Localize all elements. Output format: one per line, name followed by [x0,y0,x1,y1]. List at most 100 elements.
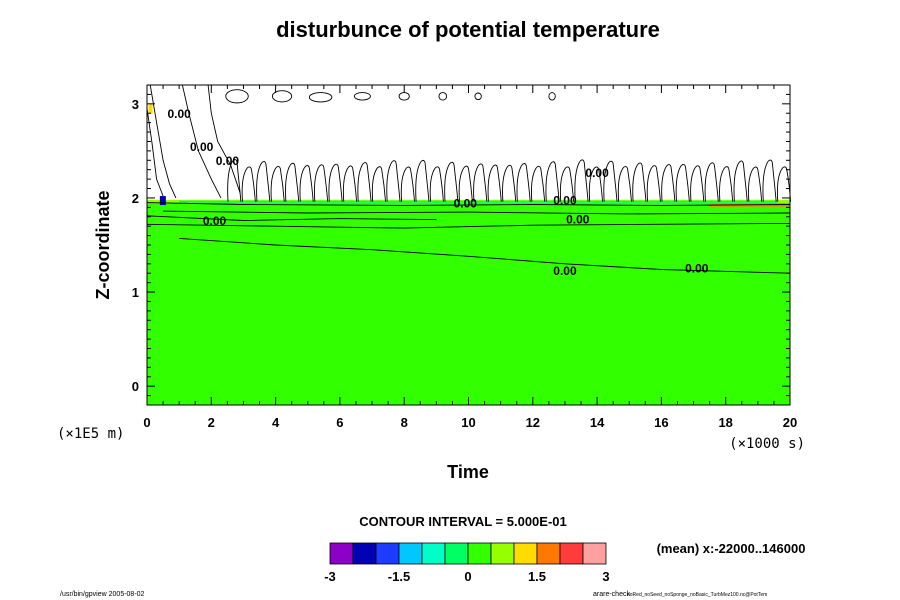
contour-lobe [241,166,256,202]
x-tick-label: 2 [208,415,215,430]
x-tick-label: 12 [526,415,540,430]
contour-label: 0.00 [454,196,478,210]
contour-label: 0.00 [566,212,590,226]
contour-lobe [574,159,589,202]
contour-label: 0.00 [167,107,191,121]
footer-right-main: arare-check [593,591,630,598]
x-axis-label: Time [447,462,489,482]
contour-lobe [690,165,705,202]
contour-line-left-a [149,84,177,199]
field-fill-cold-patch [159,196,166,206]
chart-title: disturbunce of potential temperature [276,17,660,42]
contour-lobe [646,165,661,202]
contour-lobe [458,165,473,202]
contour-lobe [733,160,748,202]
colorbar-swatch [398,542,423,565]
contour-lobe [559,166,575,202]
contour-lobe [314,164,329,202]
contour-lobe [748,166,763,202]
colorbar-swatch [444,542,469,565]
contour-lobe [502,164,517,202]
footer-left: /usr/bin/gpview 2005-08-02 [60,591,145,598]
contour-blob [225,89,249,104]
contour-labels: 0.000.000.000.00 0.000.000.000.000.000.00 [167,107,708,278]
colorbar-swatch [421,542,446,565]
x-unit-label: (×1000 s) [729,436,805,452]
colorbar-swatch [490,542,515,565]
contour-lobe [342,165,358,202]
contour-lobe [777,166,792,202]
contour-lobe [516,163,531,202]
y-axis-label: Z-coordinate [93,190,113,299]
contour-blob [308,92,333,103]
contour-label: 0.00 [585,166,609,180]
contour-lobe [661,164,676,202]
contour-lobe [415,159,430,202]
contour-line-mid [146,222,791,229]
y-axis: 0 1 2 3 [132,93,790,397]
contour-label: 0.00 [216,154,240,168]
contour-lobe [299,165,314,202]
contour-label: 0.00 [203,214,227,228]
contour-lobe [371,166,387,202]
y-tick-label: 1 [132,285,139,300]
y-tick-label: 0 [132,379,139,394]
contour-lines [146,84,792,274]
colorbar: -3 -1.5 0 1.5 3 [324,542,610,584]
contour-lobe [632,162,647,202]
x-tick-label: 18 [718,415,732,430]
contour-label: 0.00 [190,140,214,154]
colorbar-swatch [467,542,492,565]
contour-lobe [704,162,719,202]
contour-blob [474,92,482,101]
contour-lobe [444,161,459,202]
y-tick-label: 2 [132,191,139,206]
plot-area: 0.000.000.000.00 0.000.000.000.000.000.00… [132,84,797,430]
contour-line-left-b [181,84,222,199]
colorbar-tick-label: -3 [324,569,336,584]
contour-lobe [675,163,690,202]
contour-lobe [617,166,632,202]
x-tick-label: 4 [272,415,280,430]
contour-field [147,103,790,405]
colorbar-swatch [513,542,538,565]
y-tick-label: 3 [132,97,139,112]
contour-blob [353,92,371,101]
footer-right-small: noRed_noSeed_noSponge_noBasic_TurbMez100… [627,592,767,598]
contour-interval-text: CONTOUR INTERVAL = 5.000E-01 [359,514,566,529]
x-tick-label: 10 [461,415,475,430]
contour-label: 0.00 [685,261,709,275]
colorbar-swatch [329,542,354,565]
y-unit-label: (×1E5 m) [57,426,124,442]
contour-label: 0.00 [553,264,577,278]
contour-lobe [328,163,343,202]
field-fill-thin-layer [179,200,778,203]
contour-lobe [588,166,604,202]
contour-lobe [285,162,300,202]
contour-blob [438,92,448,101]
contour-line-left-c [207,84,241,194]
contour-lobe [487,164,502,202]
mean-text: (mean) x:-22000..146000 [657,541,806,556]
contour-lobe [545,161,560,202]
contour-lobe [762,159,777,202]
field-fill-zero-band [147,202,790,405]
colorbar-swatch [352,542,377,565]
colorbar-swatch [375,542,400,565]
contour-blob [271,90,293,103]
x-axis: 0 2 4 6 8 10 12 14 16 18 20 [143,85,797,430]
colorbar-tick-label: 3 [602,569,609,584]
x-tick-label: 14 [590,415,605,430]
colorbar-tick-label: 1.5 [528,569,546,584]
contour-lobe [386,160,401,202]
contour-line-top [146,202,791,206]
contour-lobe [256,161,271,202]
contour-blob [398,92,410,101]
x-tick-label: 0 [143,415,150,430]
contour-line-left-d [146,108,164,197]
x-tick-label: 8 [401,415,408,430]
contour-lobe [719,166,734,202]
contour-lobe [603,160,618,202]
contour-label: 0.00 [553,194,577,208]
